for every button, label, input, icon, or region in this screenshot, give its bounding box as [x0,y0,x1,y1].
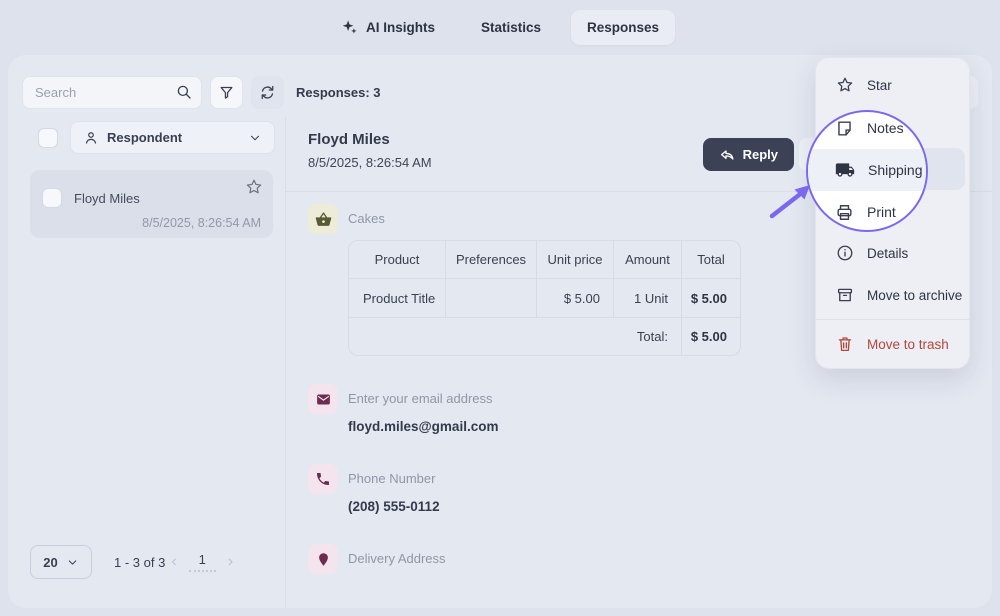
phone-section-label: Phone Number [348,471,436,486]
detail-header: Floyd Miles 8/5/2025, 8:26:54 AM Reply ⋯ [286,115,992,192]
respondent-name: Floyd Miles [74,190,140,206]
tab-label: AI Insights [365,20,435,35]
pagination-range: 1 - 3 of 3 [114,554,166,570]
table-header: Preferences [445,241,536,279]
magnified-menu-item-shipping: Shipping [808,149,926,191]
magnified-menu-item-print: Print [808,191,926,230]
sparkles-icon [341,19,358,36]
menu-item-move-to-trash[interactable]: Move to trash [816,323,969,365]
info-icon [836,244,854,262]
tab-responses[interactable]: Responses [571,10,676,45]
magnified-menu-item-notes: Notes [808,112,926,149]
chevron-down-icon [66,556,79,569]
table-header: Amount [613,241,681,279]
star-icon[interactable] [245,178,263,196]
chevron-down-icon [248,131,262,145]
shipping-highlight [808,149,926,191]
search-input[interactable] [22,76,202,109]
table-cell [445,279,536,318]
phone-icon [308,464,338,494]
row-checkbox[interactable] [42,188,62,208]
reply-label: Reply [742,147,778,162]
table-total-label: Total: [636,329,668,344]
search-icon [175,83,193,101]
top-navigation: AI Insights Statistics Responses [0,0,1000,55]
tab-ai-insights[interactable]: AI Insights [325,9,451,46]
table-cell: 1 Unit [613,279,681,318]
table-cell: $ 5.00 [536,279,613,318]
person-icon [83,130,99,146]
menu-item-label: Star [867,77,892,93]
email-section-label: Enter your email address [348,391,493,406]
table-header: Total [681,241,740,279]
select-all-checkbox[interactable] [38,127,58,148]
star-icon [836,76,854,94]
table-header: Product [349,241,445,279]
filter-icon [218,84,235,101]
reply-icon [719,147,735,163]
tab-label: Responses [587,20,660,35]
highlight-circle-annotation: Notes Shipping Print [806,110,928,232]
cakes-section-label: Cakes [348,211,385,226]
tab-statistics[interactable]: Statistics [465,10,557,45]
table-cell: Product Title [349,279,445,318]
respondent-timestamp: 8/5/2025, 8:26:54 AM [142,216,261,230]
pagination: 20 1 - 3 of 3 ‹ 1 › [30,545,280,579]
menu-item-details[interactable]: Details [816,232,969,274]
menu-item-label: Details [867,245,909,261]
printer-icon [835,203,854,222]
location-pin-icon [308,544,338,574]
address-section-label: Delivery Address [348,551,446,566]
column-selector-label: Respondent [107,130,183,145]
table-header: Unit price [536,241,613,279]
detail-name: Floyd Miles [308,131,390,148]
trash-icon [836,335,854,353]
refresh-button[interactable] [251,76,284,109]
menu-divider [816,319,969,320]
prev-page-icon[interactable]: ‹ [171,553,177,570]
current-page[interactable]: 1 [188,552,216,572]
page-size-select[interactable]: 20 [30,545,92,579]
search-field-wrap [22,76,202,109]
menu-item-label: Move to archive [867,287,963,303]
basket-icon [308,204,338,234]
email-value: floyd.miles@gmail.com [348,419,499,434]
filter-button[interactable] [210,76,243,109]
responses-count: Responses: 3 [296,85,381,100]
vertical-divider [285,117,286,608]
list-item[interactable]: Floyd Miles 8/5/2025, 8:26:54 AM [30,170,273,238]
page-size-value: 20 [43,554,58,570]
response-detail: Floyd Miles 8/5/2025, 8:26:54 AM Reply ⋯… [286,115,992,608]
list-header: Respondent [38,121,275,154]
reply-button[interactable]: Reply [702,138,794,171]
note-icon [835,119,854,138]
truck-icon [835,160,855,180]
table-total-value: $ 5.00 [681,318,740,355]
table-cell: $ 5.00 [681,279,740,318]
archive-icon [836,286,854,304]
detail-timestamp: 8/5/2025, 8:26:54 AM [308,155,432,170]
menu-item-star[interactable]: Star [816,64,969,106]
column-selector[interactable]: Respondent [70,121,275,154]
refresh-icon [259,84,276,101]
menu-item-move-to-archive[interactable]: Move to archive [816,274,969,316]
envelope-icon [308,384,338,414]
next-page-icon[interactable]: › [227,553,234,570]
menu-item-label: Move to trash [867,336,949,352]
order-table: Product Preferences Unit price Amount To… [348,240,741,356]
phone-value: (208) 555-0112 [348,499,440,514]
arrow-annotation [766,180,814,222]
tab-label: Statistics [480,20,541,35]
